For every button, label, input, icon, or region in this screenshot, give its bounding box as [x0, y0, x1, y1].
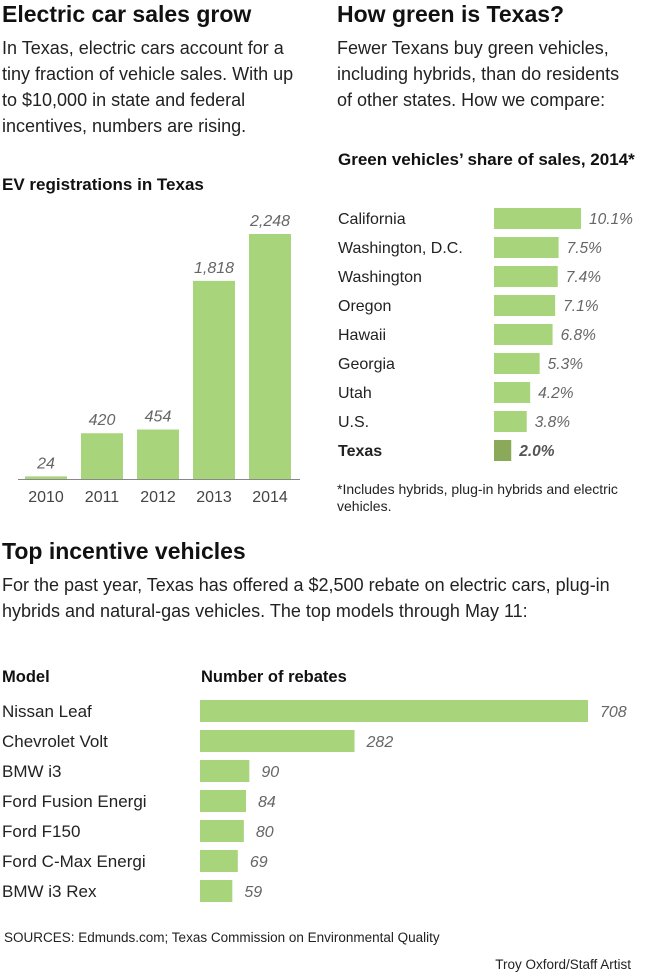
ev-year-label: 2014 [252, 489, 288, 506]
ev-bar-2010 [25, 476, 67, 479]
green-value-label: 10.1% [589, 211, 633, 228]
green-section-title: How green is Texas? [337, 1, 565, 27]
model-label: BMW i3 [2, 762, 62, 781]
green-bar-4 [494, 324, 553, 345]
sources-line: SOURCES: Edmunds.com; Texas Commission o… [4, 930, 440, 945]
rebate-bar-5 [200, 850, 238, 872]
ev-chart-title: EV registrations in Texas [2, 175, 204, 194]
ev-bar-2012 [137, 429, 179, 479]
ev-bar-2011 [81, 433, 123, 479]
green-value-label: 6.8% [561, 327, 597, 344]
green-value-label: 4.2% [538, 385, 574, 402]
green-category-label: Hawaii [338, 327, 386, 344]
ev-registrations-chart: 24 2010 420 2011 454 2012 1,818 2013 2,248 2014 [18, 213, 300, 506]
ev-value-label: 2,248 [249, 213, 290, 230]
green-value-label: 7.4% [566, 269, 602, 286]
green-chart-title: Green vehicles’ share of sales, 2014* [338, 150, 635, 169]
green-value-label: 5.3% [548, 356, 584, 373]
rebate-bar-0 [200, 700, 588, 722]
ev-bar-2014 [249, 234, 291, 479]
incentive-section-deck: For the past year, Texas has offered a $… [2, 575, 610, 621]
green-section-deck: Fewer Texans buy green vehicles, includi… [337, 38, 620, 110]
rebates-chart: Nissan Leaf 708 Chevrolet Volt 282 BMW i3 90 F… [2, 700, 627, 902]
ev-year-label: 2012 [140, 489, 176, 506]
rebate-value-label: 80 [256, 824, 274, 841]
rebates-column-header: Number of rebates [201, 668, 347, 686]
green-category-label: California [338, 211, 406, 228]
ev-bar-2013 [193, 280, 235, 479]
green-bar-6 [494, 382, 531, 403]
ev-value-label: 420 [89, 412, 116, 429]
green-bar-1 [494, 237, 559, 258]
rebate-value-label: 84 [258, 794, 276, 811]
green-category-label: Washington [338, 269, 422, 286]
green-value-label: 7.5% [567, 240, 603, 257]
model-label: Ford Fusion Energi [2, 792, 147, 811]
green-bar-3 [494, 295, 556, 316]
green-category-label: U.S. [338, 414, 369, 431]
ev-section-deck: In Texas, electric cars account for a ti… [2, 38, 294, 136]
rebate-bar-1 [200, 730, 355, 752]
green-bar-8 [494, 440, 512, 461]
rebate-bar-3 [200, 790, 247, 812]
green-category-label: Utah [338, 385, 372, 402]
rebate-value-label: 69 [250, 854, 268, 871]
green-category-label: Washington, D.C. [338, 240, 463, 257]
green-value-label: 2.0% [518, 443, 555, 460]
green-category-label: Georgia [338, 356, 395, 373]
rebate-value-label: 90 [261, 764, 279, 781]
green-category-label: Oregon [338, 298, 391, 315]
ev-year-label: 2013 [196, 489, 232, 506]
ev-value-label: 24 [36, 455, 55, 472]
green-bar-5 [494, 353, 540, 374]
ev-value-label: 1,818 [194, 260, 234, 277]
model-label: BMW i3 Rex [2, 882, 97, 901]
ev-value-label: 454 [145, 409, 172, 426]
rebate-value-label: 59 [244, 884, 262, 901]
model-label: Nissan Leaf [2, 702, 92, 721]
ev-year-label: 2010 [28, 489, 64, 506]
rebate-bar-6 [200, 880, 233, 902]
ev-year-label: 2011 [85, 489, 120, 506]
model-label: Ford F150 [2, 822, 80, 841]
green-bar-7 [494, 411, 527, 432]
green-bar-2 [494, 266, 558, 287]
rebate-value-label: 708 [600, 704, 627, 721]
rebate-bar-4 [200, 820, 244, 842]
green-value-label: 3.8% [535, 414, 571, 431]
model-label: Ford C-Max Energi [2, 852, 146, 871]
incentive-section-title: Top incentive vehicles [2, 538, 246, 564]
green-footnote: *Includes hybrids, plug-in hybrids and e… [337, 481, 618, 514]
ev-section-title: Electric car sales grow [2, 1, 252, 27]
model-label: Chevrolet Volt [2, 732, 108, 751]
artist-credit: Troy Oxford/Staff Artist [495, 957, 631, 972]
model-column-header: Model [2, 668, 50, 686]
rebate-value-label: 282 [366, 734, 394, 751]
green-bar-0 [494, 208, 581, 229]
green-share-chart: California 10.1% Washington, D.C. 7.5% Washi… [338, 208, 633, 461]
green-value-label: 7.1% [563, 298, 599, 315]
green-category-label: Texas [338, 443, 382, 460]
rebate-bar-2 [200, 760, 250, 782]
